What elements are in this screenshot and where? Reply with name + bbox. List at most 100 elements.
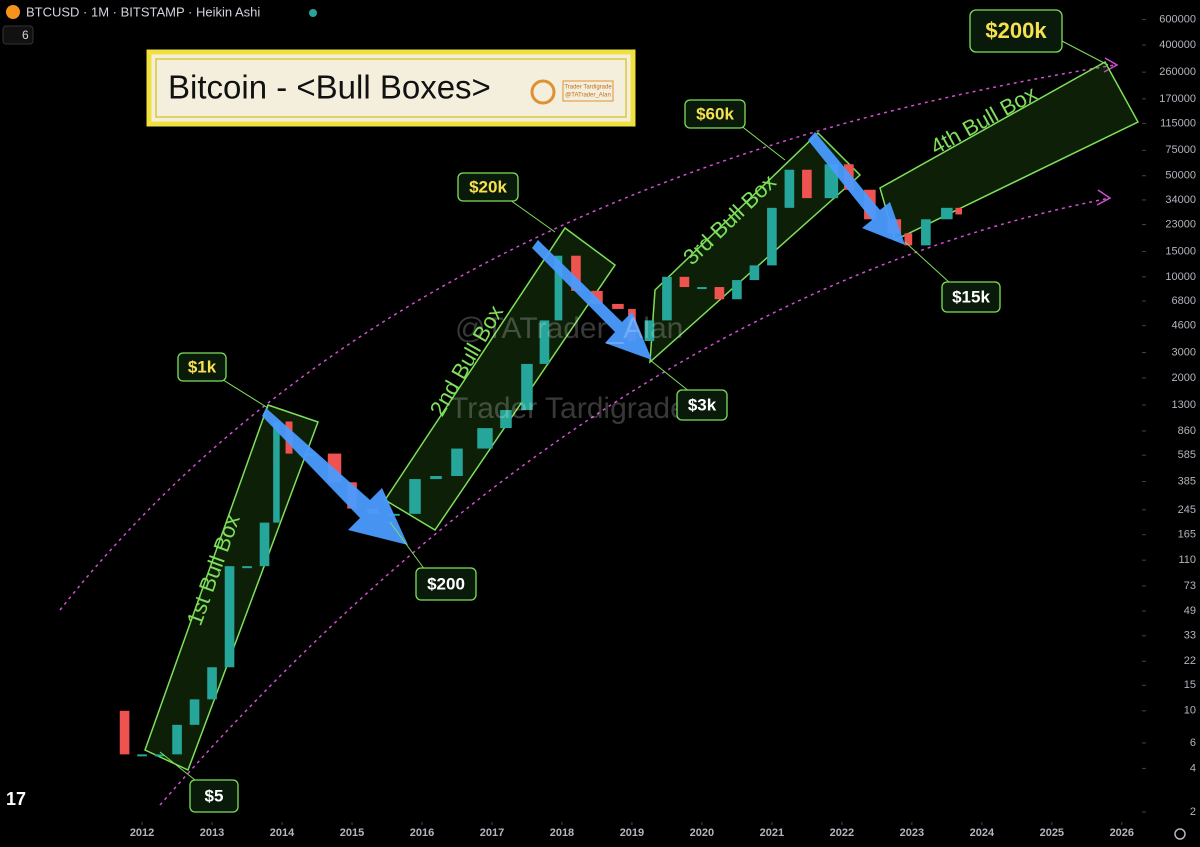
callout-line [509,199,556,233]
tv-logo: 17 [6,789,26,809]
x-tick-label: 2017 [480,827,504,839]
y-tick-label: 10000 [1165,271,1196,283]
callout-line [649,359,691,393]
candle [732,280,742,300]
candle [697,287,707,290]
y-tick-label: 585 [1178,449,1196,461]
candle [767,207,777,266]
callout [969,9,1063,53]
y-tick-label: 6800 [1172,295,1196,307]
candle [409,479,421,514]
settings-icon[interactable] [1174,828,1186,840]
y-tick-label: 6 [1190,737,1196,749]
candle [955,207,963,215]
callout [941,281,1001,313]
candle [477,428,493,449]
candle [242,566,252,569]
y-tick-label: 600000 [1159,14,1196,26]
y-tick-label: 115000 [1160,117,1196,129]
candle [224,566,235,668]
candle [644,320,655,342]
callout [684,99,746,129]
y-tick-label: 15 [1184,679,1196,691]
candle [749,265,760,281]
x-tick-label: 2025 [1040,827,1064,839]
candle [137,754,147,757]
callout-line [219,377,269,409]
y-tick-label: 49 [1184,605,1196,617]
candle [591,290,603,304]
candle [612,303,624,309]
y-tick-label: 400000 [1159,39,1196,51]
x-tick-label: 2022 [830,827,854,839]
x-tick-label: 2018 [550,827,574,839]
candle [154,754,165,757]
callout-text: $20k [469,177,507,196]
callout [415,567,477,601]
candle [273,421,280,523]
logo-handle: @TATrader_Alan [565,93,611,99]
candle [784,169,795,208]
y-tick-label: 23000 [1165,218,1196,230]
y-tick-label: 2000 [1172,372,1196,384]
x-tick-label: 2019 [620,827,644,839]
candle [521,363,533,411]
candle [921,219,931,246]
y-tick-label: 33 [1184,630,1196,642]
callout-line [739,124,786,161]
candle [679,276,690,288]
y-tick-label: 1300 [1172,399,1196,411]
candle [554,255,563,321]
callout-text: $60k [696,104,734,123]
y-tick-label: 165 [1178,529,1196,541]
title: Bitcoin - <Bull Boxes> [168,69,491,106]
y-tick-label: 10 [1184,705,1196,717]
y-tick-label: 34000 [1165,194,1196,206]
callout [189,779,239,813]
drop-arrow [532,240,652,360]
x-tick-label: 2021 [760,827,784,839]
candle [500,410,512,429]
candle [430,476,442,480]
y-tick-label: 170000 [1159,93,1196,105]
candle [259,522,270,567]
candle [662,276,672,321]
candle [571,255,581,291]
callout [676,389,728,421]
x-tick-label: 2016 [410,827,434,839]
watermark: @TATrader_Alan [455,312,683,345]
x-tick-label: 2014 [270,827,295,839]
title-box-inner [155,58,627,118]
y-tick-label: 4600 [1172,320,1196,332]
y-tick-label: 245 [1178,504,1196,516]
x-tick-label: 2012 [130,827,154,839]
y-tick-label: 260000 [1159,66,1196,78]
y-tick-label: 4 [1190,762,1196,774]
y-tick-label: 75000 [1165,144,1196,156]
callout-line [389,521,426,571]
callout [457,172,519,202]
watermark: Trader Tardigrade [450,392,687,425]
callout-line [904,241,951,284]
y-tick-label: 22 [1184,655,1196,667]
badge[interactable] [2,25,34,45]
drop-arrow [808,132,905,245]
y-tick-label: 73 [1184,580,1196,592]
y-tick-label: 385 [1178,475,1196,487]
candle [539,320,550,364]
logo-name: Trader Tardigrade [564,85,612,91]
badge-text: 6 [22,28,29,42]
callout-line [159,751,196,781]
x-tick-label: 2015 [340,827,364,839]
candle [714,287,725,300]
logo-box [562,80,614,102]
callout-text: $200k [985,18,1047,43]
candle [207,667,217,700]
lower-arc [159,197,1111,806]
x-tick-label: 2013 [200,827,224,839]
symbol[interactable]: BTCUSD · 1M · BITSTAMP · Heikin Ashi [26,4,260,19]
callout-text: $15k [952,287,990,306]
x-tick-label: 2023 [900,827,924,839]
candle [904,233,913,246]
